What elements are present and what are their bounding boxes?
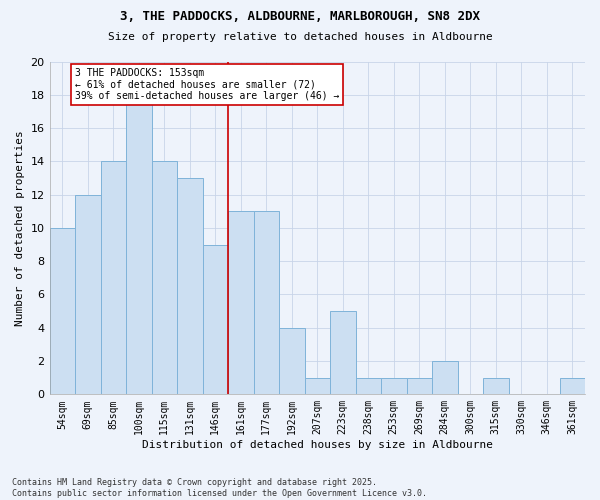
Bar: [305, 378, 330, 394]
Bar: [126, 78, 152, 394]
Bar: [50, 228, 75, 394]
Bar: [560, 378, 585, 394]
Y-axis label: Number of detached properties: Number of detached properties: [15, 130, 25, 326]
Bar: [407, 378, 432, 394]
Bar: [330, 311, 356, 394]
Bar: [432, 361, 458, 394]
Bar: [101, 162, 126, 394]
X-axis label: Distribution of detached houses by size in Aldbourne: Distribution of detached houses by size …: [142, 440, 493, 450]
Bar: [381, 378, 407, 394]
Bar: [279, 328, 305, 394]
Text: 3 THE PADDOCKS: 153sqm
← 61% of detached houses are smaller (72)
39% of semi-det: 3 THE PADDOCKS: 153sqm ← 61% of detached…: [75, 68, 340, 102]
Bar: [483, 378, 509, 394]
Bar: [177, 178, 203, 394]
Bar: [228, 212, 254, 394]
Bar: [356, 378, 381, 394]
Bar: [203, 244, 228, 394]
Text: Size of property relative to detached houses in Aldbourne: Size of property relative to detached ho…: [107, 32, 493, 42]
Bar: [152, 162, 177, 394]
Text: Contains HM Land Registry data © Crown copyright and database right 2025.
Contai: Contains HM Land Registry data © Crown c…: [12, 478, 427, 498]
Text: 3, THE PADDOCKS, ALDBOURNE, MARLBOROUGH, SN8 2DX: 3, THE PADDOCKS, ALDBOURNE, MARLBOROUGH,…: [120, 10, 480, 23]
Bar: [75, 194, 101, 394]
Bar: [254, 212, 279, 394]
